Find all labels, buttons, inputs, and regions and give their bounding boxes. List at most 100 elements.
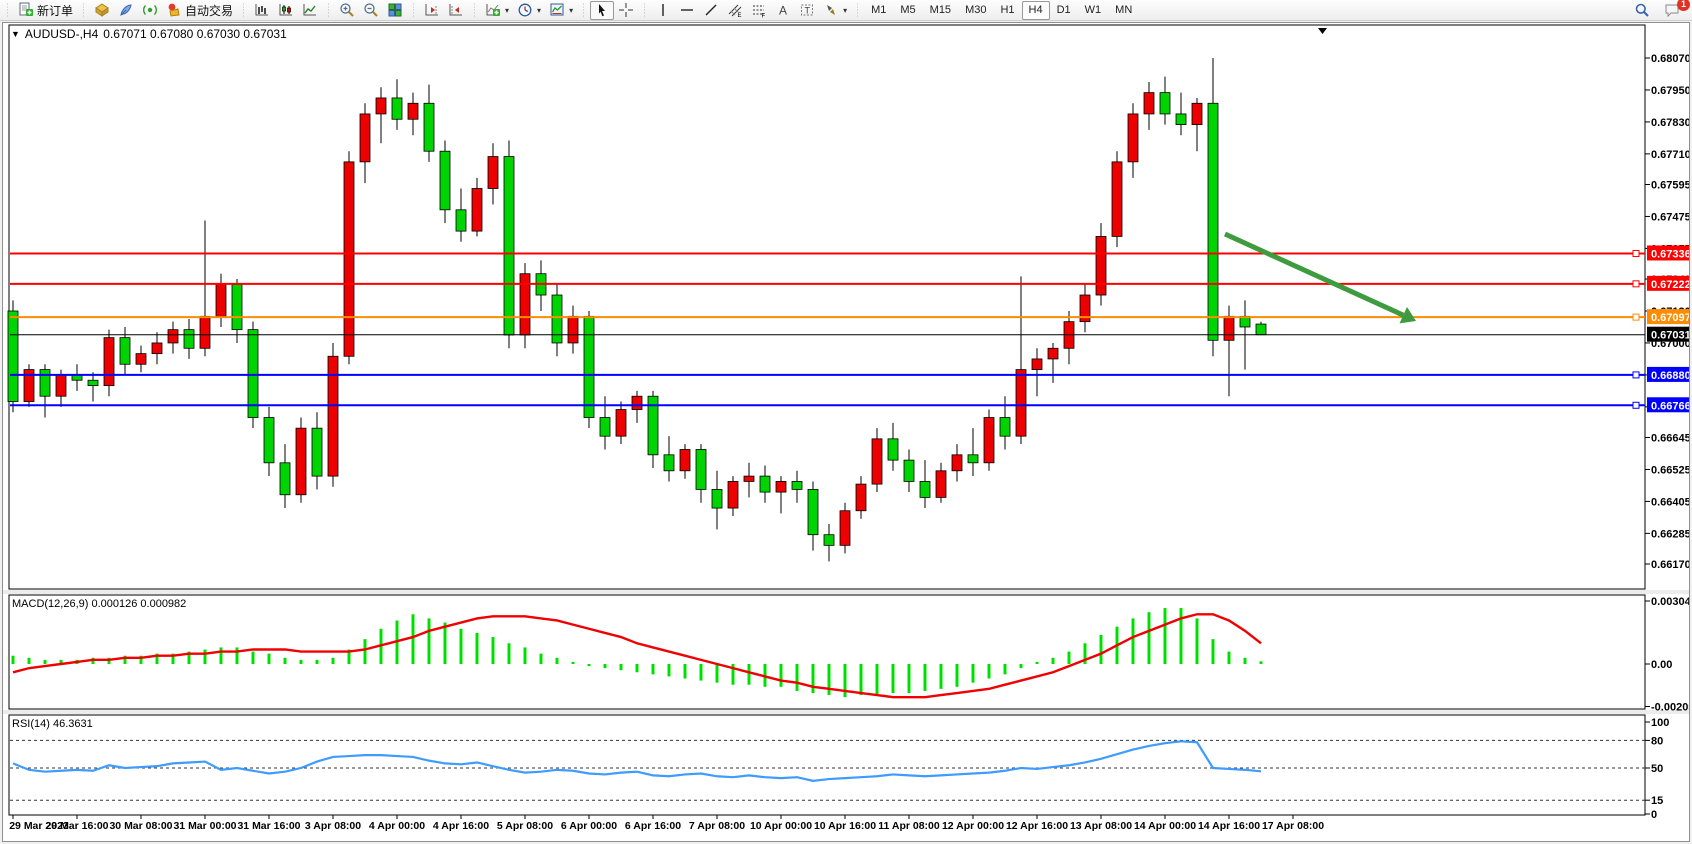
horizontal-price-line[interactable]: 0.67222 bbox=[10, 275, 1689, 291]
vertical-line-tool-button[interactable] bbox=[651, 1, 675, 20]
rsi-panel[interactable] bbox=[8, 714, 1646, 816]
candle-down[interactable] bbox=[1207, 58, 1219, 357]
timeframe-d1-button[interactable]: D1 bbox=[1056, 4, 1071, 16]
candle-up[interactable] bbox=[839, 502, 851, 554]
candle-down[interactable] bbox=[647, 390, 659, 469]
panel-splitter[interactable] bbox=[3, 710, 1689, 714]
toolbar-grip[interactable] bbox=[81, 2, 87, 18]
indicators-button[interactable]: ▾ bbox=[481, 1, 513, 20]
signals-button[interactable] bbox=[138, 1, 162, 20]
macd-panel[interactable] bbox=[8, 594, 1646, 710]
toolbar-grip[interactable] bbox=[581, 2, 587, 18]
notifications-button[interactable]: 1 bbox=[1660, 0, 1690, 20]
candle-up[interactable] bbox=[487, 143, 499, 205]
zoom-out-button[interactable] bbox=[359, 1, 383, 20]
crosshair-tool-button[interactable] bbox=[614, 1, 638, 20]
chart-canvas[interactable]: 0.68070 0.67950 0.67830 0.67710 0.67595 0.674… bbox=[3, 23, 1689, 841]
candle-down[interactable] bbox=[711, 470, 723, 530]
templates-button[interactable]: ▾ bbox=[545, 1, 577, 20]
toolbar-grip[interactable] bbox=[642, 2, 648, 18]
candle-down[interactable] bbox=[1159, 76, 1171, 125]
candle-down[interactable] bbox=[311, 412, 323, 490]
horizontal-line-tool-button[interactable] bbox=[675, 1, 699, 20]
candle-up[interactable] bbox=[1095, 223, 1107, 306]
quick-message-button[interactable] bbox=[114, 1, 138, 20]
candle-down[interactable] bbox=[39, 364, 51, 418]
candle-down[interactable] bbox=[279, 444, 291, 509]
candle-up[interactable] bbox=[1015, 276, 1027, 445]
candle-up[interactable] bbox=[1047, 342, 1059, 383]
candle-down[interactable] bbox=[1255, 321, 1267, 336]
candle-down[interactable] bbox=[263, 406, 275, 477]
zoom-in-button[interactable] bbox=[335, 1, 359, 20]
candle-down[interactable] bbox=[455, 188, 467, 242]
candle-down[interactable] bbox=[807, 481, 819, 551]
candle-down[interactable] bbox=[439, 140, 451, 224]
auto-scroll-button[interactable] bbox=[444, 1, 468, 20]
candle-up[interactable] bbox=[1111, 151, 1123, 248]
rsi-chart[interactable]: 100 80 50 15 0 bbox=[10, 717, 1669, 821]
candle-down[interactable] bbox=[583, 311, 595, 429]
candle-down[interactable] bbox=[7, 300, 19, 413]
candle-down[interactable] bbox=[759, 465, 771, 503]
candle-up[interactable] bbox=[359, 103, 371, 184]
candle-down[interactable] bbox=[663, 436, 675, 482]
candle-up[interactable] bbox=[1079, 284, 1091, 333]
candle-down[interactable] bbox=[823, 524, 835, 562]
toolbar-grip[interactable] bbox=[472, 2, 478, 18]
candle-up[interactable] bbox=[775, 476, 787, 514]
trendline-tool-button[interactable] bbox=[699, 1, 723, 20]
equidistant-channel-tool-button[interactable]: E bbox=[723, 1, 747, 20]
bar-chart-mode-button[interactable] bbox=[250, 1, 274, 20]
candle-up[interactable] bbox=[871, 428, 883, 493]
toolbar-grip[interactable] bbox=[241, 2, 247, 18]
auto-trading-button[interactable]: 自动交易 bbox=[162, 1, 237, 20]
candle-up[interactable] bbox=[615, 401, 627, 445]
candle-up[interactable] bbox=[103, 329, 115, 397]
candle-down[interactable] bbox=[183, 318, 195, 359]
timeframe-m30-button[interactable]: M30 bbox=[965, 4, 987, 16]
toolbar-grip[interactable] bbox=[855, 2, 861, 18]
candle-down[interactable] bbox=[87, 372, 99, 402]
candle-down[interactable] bbox=[903, 449, 915, 493]
text-label-tool-button[interactable]: T bbox=[795, 1, 819, 20]
horizontal-price-line[interactable]: 0.66880 bbox=[10, 366, 1689, 382]
candle-up[interactable] bbox=[743, 462, 755, 498]
candle-down[interactable] bbox=[1175, 92, 1187, 136]
new-order-button[interactable]: 新订单 bbox=[14, 1, 77, 20]
candle-up[interactable] bbox=[151, 332, 163, 365]
candle-up[interactable] bbox=[1191, 97, 1203, 152]
candle-down[interactable] bbox=[919, 460, 931, 509]
chart-shift-marker-icon[interactable] bbox=[1318, 28, 1327, 34]
candle-up[interactable] bbox=[983, 409, 995, 471]
text-tool-button[interactable]: A bbox=[771, 1, 795, 20]
candle-up[interactable] bbox=[855, 476, 867, 519]
candle-up[interactable] bbox=[679, 444, 691, 479]
macd-chart[interactable]: 0.00304 0.00 -0.00205 bbox=[11, 596, 1689, 713]
timeframe-m15-button[interactable]: M15 bbox=[929, 4, 952, 16]
candle-up[interactable] bbox=[1127, 103, 1139, 178]
candle-down[interactable] bbox=[695, 444, 707, 503]
candle-up[interactable] bbox=[167, 321, 179, 354]
periods-button[interactable]: ▾ bbox=[513, 1, 545, 20]
line-chart-mode-button[interactable] bbox=[298, 1, 322, 20]
candle-up[interactable] bbox=[727, 476, 739, 517]
horizontal-price-line[interactable]: 0.66766 bbox=[10, 397, 1689, 413]
candle-down[interactable] bbox=[391, 79, 403, 130]
search-button[interactable] bbox=[1630, 1, 1654, 20]
candle-up[interactable] bbox=[951, 444, 963, 482]
candle-up[interactable] bbox=[327, 342, 339, 487]
horizontal-price-line[interactable]: 0.67097 bbox=[10, 309, 1689, 325]
timeframe-w1-button[interactable]: W1 bbox=[1084, 4, 1102, 16]
candle-up[interactable] bbox=[23, 364, 35, 407]
candle-up[interactable] bbox=[631, 390, 643, 423]
price-panel[interactable] bbox=[8, 24, 1646, 590]
chart-symbol-row[interactable]: ▼ AUDUSD-,H4 0.67071 0.67080 0.67030 0.6… bbox=[11, 27, 287, 41]
styles-button[interactable] bbox=[90, 1, 114, 20]
tile-windows-button[interactable] bbox=[383, 1, 407, 20]
toolbar-grip[interactable] bbox=[326, 2, 332, 18]
toolbar-grip[interactable] bbox=[411, 2, 417, 18]
timeframe-h4-button[interactable]: H4 bbox=[1021, 0, 1050, 20]
candle-up[interactable] bbox=[375, 87, 387, 144]
